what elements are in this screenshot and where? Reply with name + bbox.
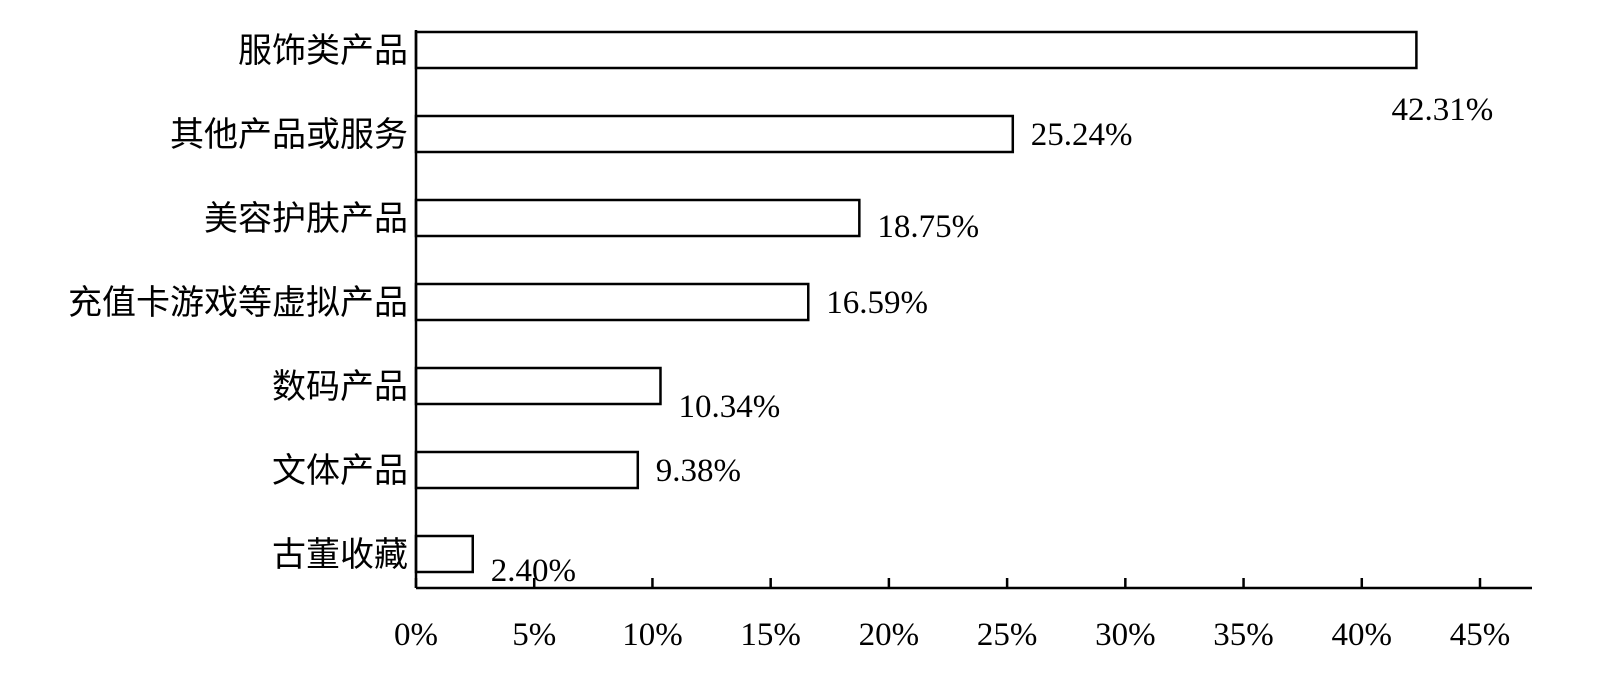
bar — [414, 198, 861, 238]
x-tick-label: 15% — [740, 617, 801, 653]
category-label: 充值卡游戏等虚拟产品 — [68, 283, 408, 323]
x-tick-label: 0% — [394, 617, 438, 653]
bar — [414, 30, 1418, 70]
value-label: 9.38% — [656, 453, 741, 489]
value-label: 42.31% — [1392, 92, 1494, 128]
bar — [414, 450, 640, 490]
category-label: 文体产品 — [272, 451, 408, 491]
x-tick-label: 10% — [622, 617, 683, 653]
value-label: 18.75% — [877, 209, 979, 245]
x-tick-label: 25% — [977, 617, 1038, 653]
value-label: 25.24% — [1031, 117, 1133, 153]
category-label: 数码产品 — [272, 367, 408, 407]
bar — [414, 534, 474, 574]
category-label: 服饰类产品 — [238, 31, 408, 71]
bar — [414, 366, 662, 406]
x-axis: 0% 5% 10% 15% 20% 25% 30% 35% 40% 45% — [394, 30, 1532, 653]
value-label: 16.59% — [826, 285, 928, 321]
x-tick-label: 20% — [859, 617, 920, 653]
bar — [414, 282, 810, 322]
x-tick-label: 5% — [512, 617, 556, 653]
value-label: 10.34% — [678, 389, 780, 425]
x-tick-label: 35% — [1213, 617, 1274, 653]
x-tick-label: 40% — [1332, 617, 1393, 653]
bar — [414, 114, 1015, 154]
category-label: 其他产品或服务 — [170, 115, 408, 155]
category-label: 美容护肤产品 — [204, 199, 408, 239]
category-label: 古董收藏 — [272, 535, 408, 575]
x-tick-label: 45% — [1450, 617, 1511, 653]
x-tick-label: 30% — [1095, 617, 1156, 653]
value-labels: 42.31%25.24%18.75%16.59%10.34%9.38%2.40% — [491, 92, 1494, 589]
bars-layer — [414, 30, 1418, 574]
